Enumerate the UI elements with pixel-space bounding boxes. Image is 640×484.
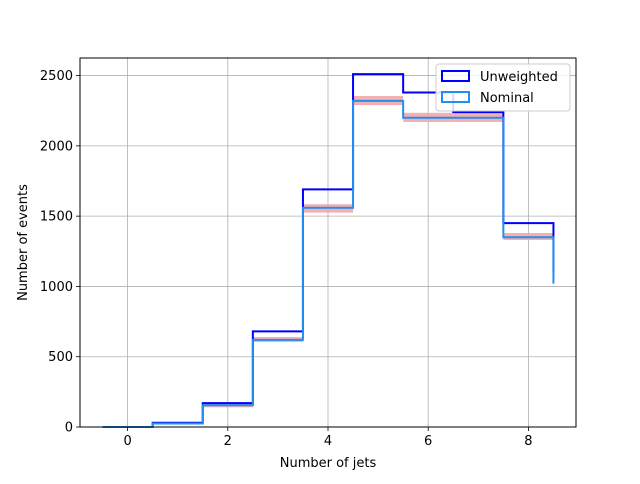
y-tick-label: 0 [65, 421, 73, 436]
legend: Unweighted Nominal [435, 63, 571, 112]
series-group [102, 73, 555, 428]
x-tick-label: 8 [524, 434, 532, 449]
y-tick-label: 2500 [40, 69, 73, 84]
legend-label: Unweighted [480, 70, 558, 85]
x-tick-label: 4 [324, 434, 332, 449]
x-tick-label: 0 [123, 434, 131, 449]
x-axis-ticks: 0 2 4 6 8 [123, 427, 533, 449]
x-tick-label: 2 [224, 434, 232, 449]
y-axis-ticks: 0 500 1000 1500 2000 2500 [40, 69, 80, 436]
y-axis-label: Number of events [16, 184, 31, 301]
y-tick-label: 2000 [40, 139, 73, 154]
x-axis-label: Number of jets [280, 456, 377, 471]
y-tick-label: 1000 [40, 280, 73, 295]
y-tick-label: 1500 [40, 210, 73, 225]
legend-label: Nominal [480, 91, 534, 106]
y-tick-label: 500 [48, 350, 73, 365]
legend-swatch [441, 70, 470, 82]
legend-swatch [441, 91, 470, 103]
x-tick-label: 6 [424, 434, 432, 449]
series-line-nominal [102, 99, 555, 428]
